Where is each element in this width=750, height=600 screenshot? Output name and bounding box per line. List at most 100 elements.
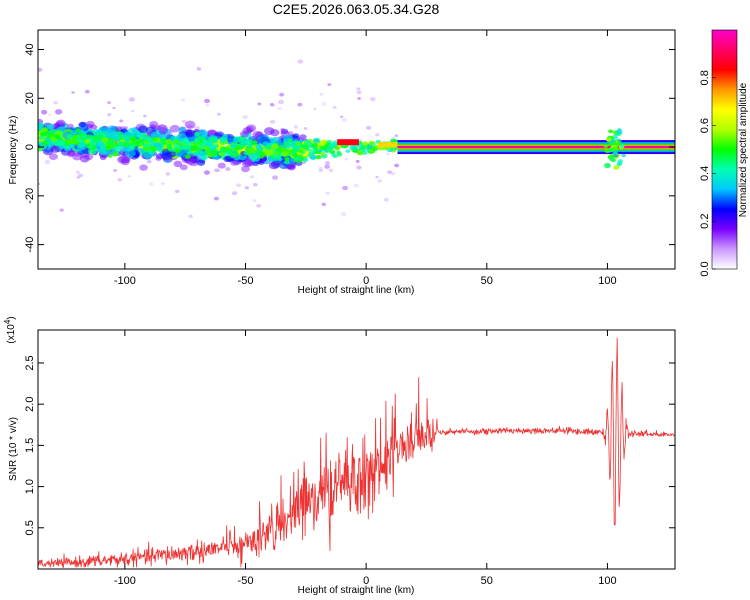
spectrogram-core-cell xyxy=(122,141,130,147)
spectrogram-scatter-cell xyxy=(40,109,48,115)
spectrogram-core-cell xyxy=(199,142,205,147)
spectrogram-core-cell xyxy=(281,151,289,157)
spectrogram-core-cell xyxy=(230,144,237,149)
spectrogram-core-cell xyxy=(232,153,238,158)
spectrogram-faint-cell xyxy=(332,105,337,109)
spectrogram-core-cell xyxy=(283,159,290,165)
spectrogram-faint-cell xyxy=(38,182,41,186)
spectrogram-ticks: -100 -50 0 50 100 -40 -20 0 20 40 xyxy=(24,30,675,287)
spectrogram-faint-cell xyxy=(356,87,361,91)
spectrogram-scatter-cell xyxy=(88,147,97,155)
spectrogram-faint-cell xyxy=(272,175,279,180)
spectrogram-core-cell xyxy=(96,140,104,146)
spectrogram-faint-cell xyxy=(356,90,362,95)
spectrogram-scatter-cell xyxy=(185,158,195,165)
x-tick-label: 50 xyxy=(481,575,493,587)
spectrogram-core-cell xyxy=(287,138,294,143)
snr-y-exponent-base: (x10 xyxy=(6,324,17,344)
spectrogram-core-cell xyxy=(250,140,258,146)
spectrogram-faint-cell xyxy=(278,99,284,105)
spectrogram-faint-cell xyxy=(325,191,330,195)
spectrogram-faint-cell xyxy=(297,59,304,64)
spectrogram-faint-cell xyxy=(107,113,112,117)
spectrogram-scatter-cell xyxy=(138,125,148,133)
spectrogram-faint-cell xyxy=(127,175,131,178)
spectrogram-faint-cell xyxy=(59,208,64,212)
spectrogram-faint-cell xyxy=(242,114,249,120)
spectrogram-faint-cell xyxy=(342,118,347,122)
spectrogram-scatter-cell xyxy=(65,138,74,145)
spectrogram-transition-cell xyxy=(312,137,321,144)
spectrogram-faint-cell xyxy=(71,91,75,94)
spectrogram-core-cell xyxy=(284,156,290,161)
spectrogram-core-cell xyxy=(116,142,123,147)
spectrogram-burst-cell xyxy=(616,161,623,166)
spectrogram-carrier-segment xyxy=(337,139,359,146)
spectrogram-scatter-cell xyxy=(203,170,210,175)
spectrogram-scatter-cell xyxy=(174,151,182,157)
x-tick-label: -100 xyxy=(114,275,136,287)
spectrogram-faint-cell xyxy=(355,159,360,163)
spectrogram-core-cell xyxy=(142,133,148,138)
spectrogram-y-axis-label: Frequency (Hz) xyxy=(8,116,19,185)
spectrogram-core-cell xyxy=(167,147,174,152)
spectrogram-transition-cell xyxy=(359,145,366,151)
snr-y-exponent: (x104) xyxy=(3,316,17,343)
spectrogram-scatter-cell xyxy=(287,164,296,171)
spectrogram-core-cell xyxy=(47,124,55,130)
x-tick-label: 100 xyxy=(598,275,616,287)
spectrogram-faint-cell xyxy=(387,170,393,175)
spectrogram-faint-cell xyxy=(269,103,275,107)
snr-y-exponent-close: ) xyxy=(6,316,17,319)
y-tick-label: 20 xyxy=(24,92,36,104)
colorbar-tick-label: 0.2 xyxy=(699,214,711,229)
spectrogram-burst-cell xyxy=(603,144,608,148)
spectrogram-core-cell xyxy=(265,144,272,150)
spectrogram-faint-cell xyxy=(119,119,124,123)
spectrogram-core-cell xyxy=(238,145,244,150)
spectrogram-scatter-cell xyxy=(38,121,44,130)
spectrogram-faint-cell xyxy=(340,212,347,217)
spectrogram-core-cell xyxy=(38,135,45,141)
spectrogram-faint-cell xyxy=(340,115,344,119)
spectrogram-core-cell xyxy=(240,140,248,146)
spectrogram-faint-cell xyxy=(252,199,257,203)
spectrogram-core-cell xyxy=(155,142,162,148)
spectrogram-burst-cell xyxy=(621,153,627,158)
spectrogram-core-cell xyxy=(94,135,101,141)
y-tick-label: 1.0 xyxy=(24,479,36,494)
spectrogram-faint-cell xyxy=(44,159,51,165)
spectrogram-scatter-cell xyxy=(270,160,281,168)
spectrogram-x-axis-label: Height of straight line (km) xyxy=(298,285,415,296)
spectrogram-faint-cell xyxy=(328,168,334,173)
spectrogram-core-cell xyxy=(183,144,189,149)
spectrogram-faint-cell xyxy=(321,202,326,206)
spectrogram-scatter-cell xyxy=(107,125,117,133)
spectrogram-faint-cell xyxy=(375,133,380,137)
x-tick-label: 0 xyxy=(363,275,369,287)
spectrogram-faint-cell xyxy=(216,112,221,116)
spectrogram-scatter-cell xyxy=(302,157,309,163)
spectrogram-core-cell xyxy=(332,154,338,159)
spectrogram-faint-cell xyxy=(214,168,220,173)
spectrogram-faint-cell xyxy=(293,125,299,129)
spectrogram-core-cell xyxy=(79,141,85,146)
spectrogram-core-cell xyxy=(174,148,181,153)
spectrogram-faint-cell xyxy=(369,97,376,102)
spectrogram-faint-cell xyxy=(353,183,359,188)
spectrogram-transition-cell xyxy=(322,145,328,150)
spectrogram-core-cell xyxy=(315,154,322,160)
spectrogram-core-cell xyxy=(149,146,157,152)
spectrogram-faint-cell xyxy=(342,185,348,191)
spectrogram-faint-cell xyxy=(117,177,123,182)
spectrogram-faint-cell xyxy=(277,106,282,111)
spectrogram-core-cell xyxy=(75,128,81,133)
spectrogram-core-cell xyxy=(101,137,109,143)
spectrogram-core-cell xyxy=(44,136,50,141)
spectrogram-faint-cell xyxy=(375,175,379,179)
spectrogram-scatter-cell xyxy=(121,147,129,152)
spectrogram-faint-cell xyxy=(256,203,262,208)
spectrogram-faint-cell xyxy=(318,168,323,173)
spectrogram-scatter-cell xyxy=(238,154,247,161)
spectrogram-transition-cell xyxy=(329,142,337,148)
